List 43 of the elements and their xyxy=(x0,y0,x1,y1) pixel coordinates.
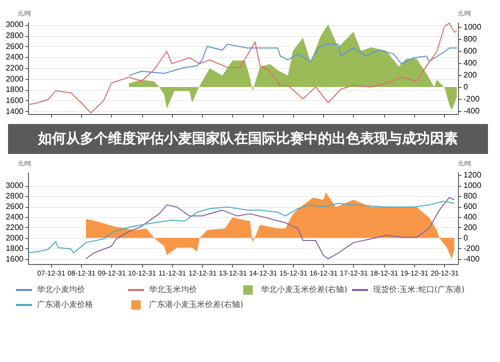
y-tick-label: 2200 xyxy=(6,64,24,72)
y-tick-label: 2000 xyxy=(6,74,24,84)
y2-tick-label: 600 xyxy=(464,46,478,56)
legend-label: 广东港小麦价格 xyxy=(37,300,93,309)
y2-tick-label: -200 xyxy=(464,244,480,253)
y-tick-label: 2600 xyxy=(6,42,24,51)
y2-tick-label: 800 xyxy=(464,34,478,44)
y-tick-label: 2400 xyxy=(6,52,24,62)
y-tick-label: 1800 xyxy=(6,244,24,253)
y-tick-label: 1600 xyxy=(6,254,24,264)
y-tick-label: 1400 xyxy=(6,106,24,116)
text: 如何从多个维度评估小麦国家队在国际比赛中的出色表现与成功因素 xyxy=(37,130,458,147)
y2-tick-label: 1000 xyxy=(464,22,482,32)
y2-tick-label: 1200 xyxy=(464,170,482,180)
y-tick-label: 2800 xyxy=(6,31,24,40)
legend-label: 华北小麦玉米价差(右轴) xyxy=(261,285,348,294)
legend-label: 华北小麦均价 xyxy=(37,285,85,294)
y2-tick-label: 1000 xyxy=(464,181,482,190)
legend-label: 现货价:玉米:蛇口(广东港) xyxy=(373,285,465,294)
y2-tick-label: 0 xyxy=(464,233,468,242)
y-tick-label: 2600 xyxy=(6,202,24,211)
y-tick-label: 2200 xyxy=(6,222,24,232)
y-tick-label: 1600 xyxy=(6,96,24,105)
y2-tick-label: 200 xyxy=(464,222,478,232)
legend-label: 华北玉米均价 xyxy=(149,285,197,294)
y2-tick-label: 400 xyxy=(464,58,478,68)
y2-tick-label: -400 xyxy=(464,254,480,264)
y2-tick-label: 200 xyxy=(464,70,478,80)
line-series xyxy=(128,44,458,76)
y2-tick-label: -200 xyxy=(464,94,480,104)
y2-tick-label: 400 xyxy=(464,212,478,222)
line-series xyxy=(28,200,455,254)
y-tick-label: 1800 xyxy=(6,85,24,94)
y2-tick-label: -400 xyxy=(464,106,480,116)
y2-tick-label: 800 xyxy=(464,192,478,201)
y-tick-label: 2400 xyxy=(6,212,24,222)
y2-tick-label: 600 xyxy=(464,202,478,211)
y-tick-label: 2800 xyxy=(6,192,24,201)
y-tick-label: 3000 xyxy=(6,20,24,30)
y-tick-label: 2000 xyxy=(6,233,24,242)
legend-label: 广东港小麦玉米价差(右轴) xyxy=(149,300,244,309)
y-tick-label: 3000 xyxy=(6,181,24,190)
y2-tick-label: 0 xyxy=(464,82,468,92)
